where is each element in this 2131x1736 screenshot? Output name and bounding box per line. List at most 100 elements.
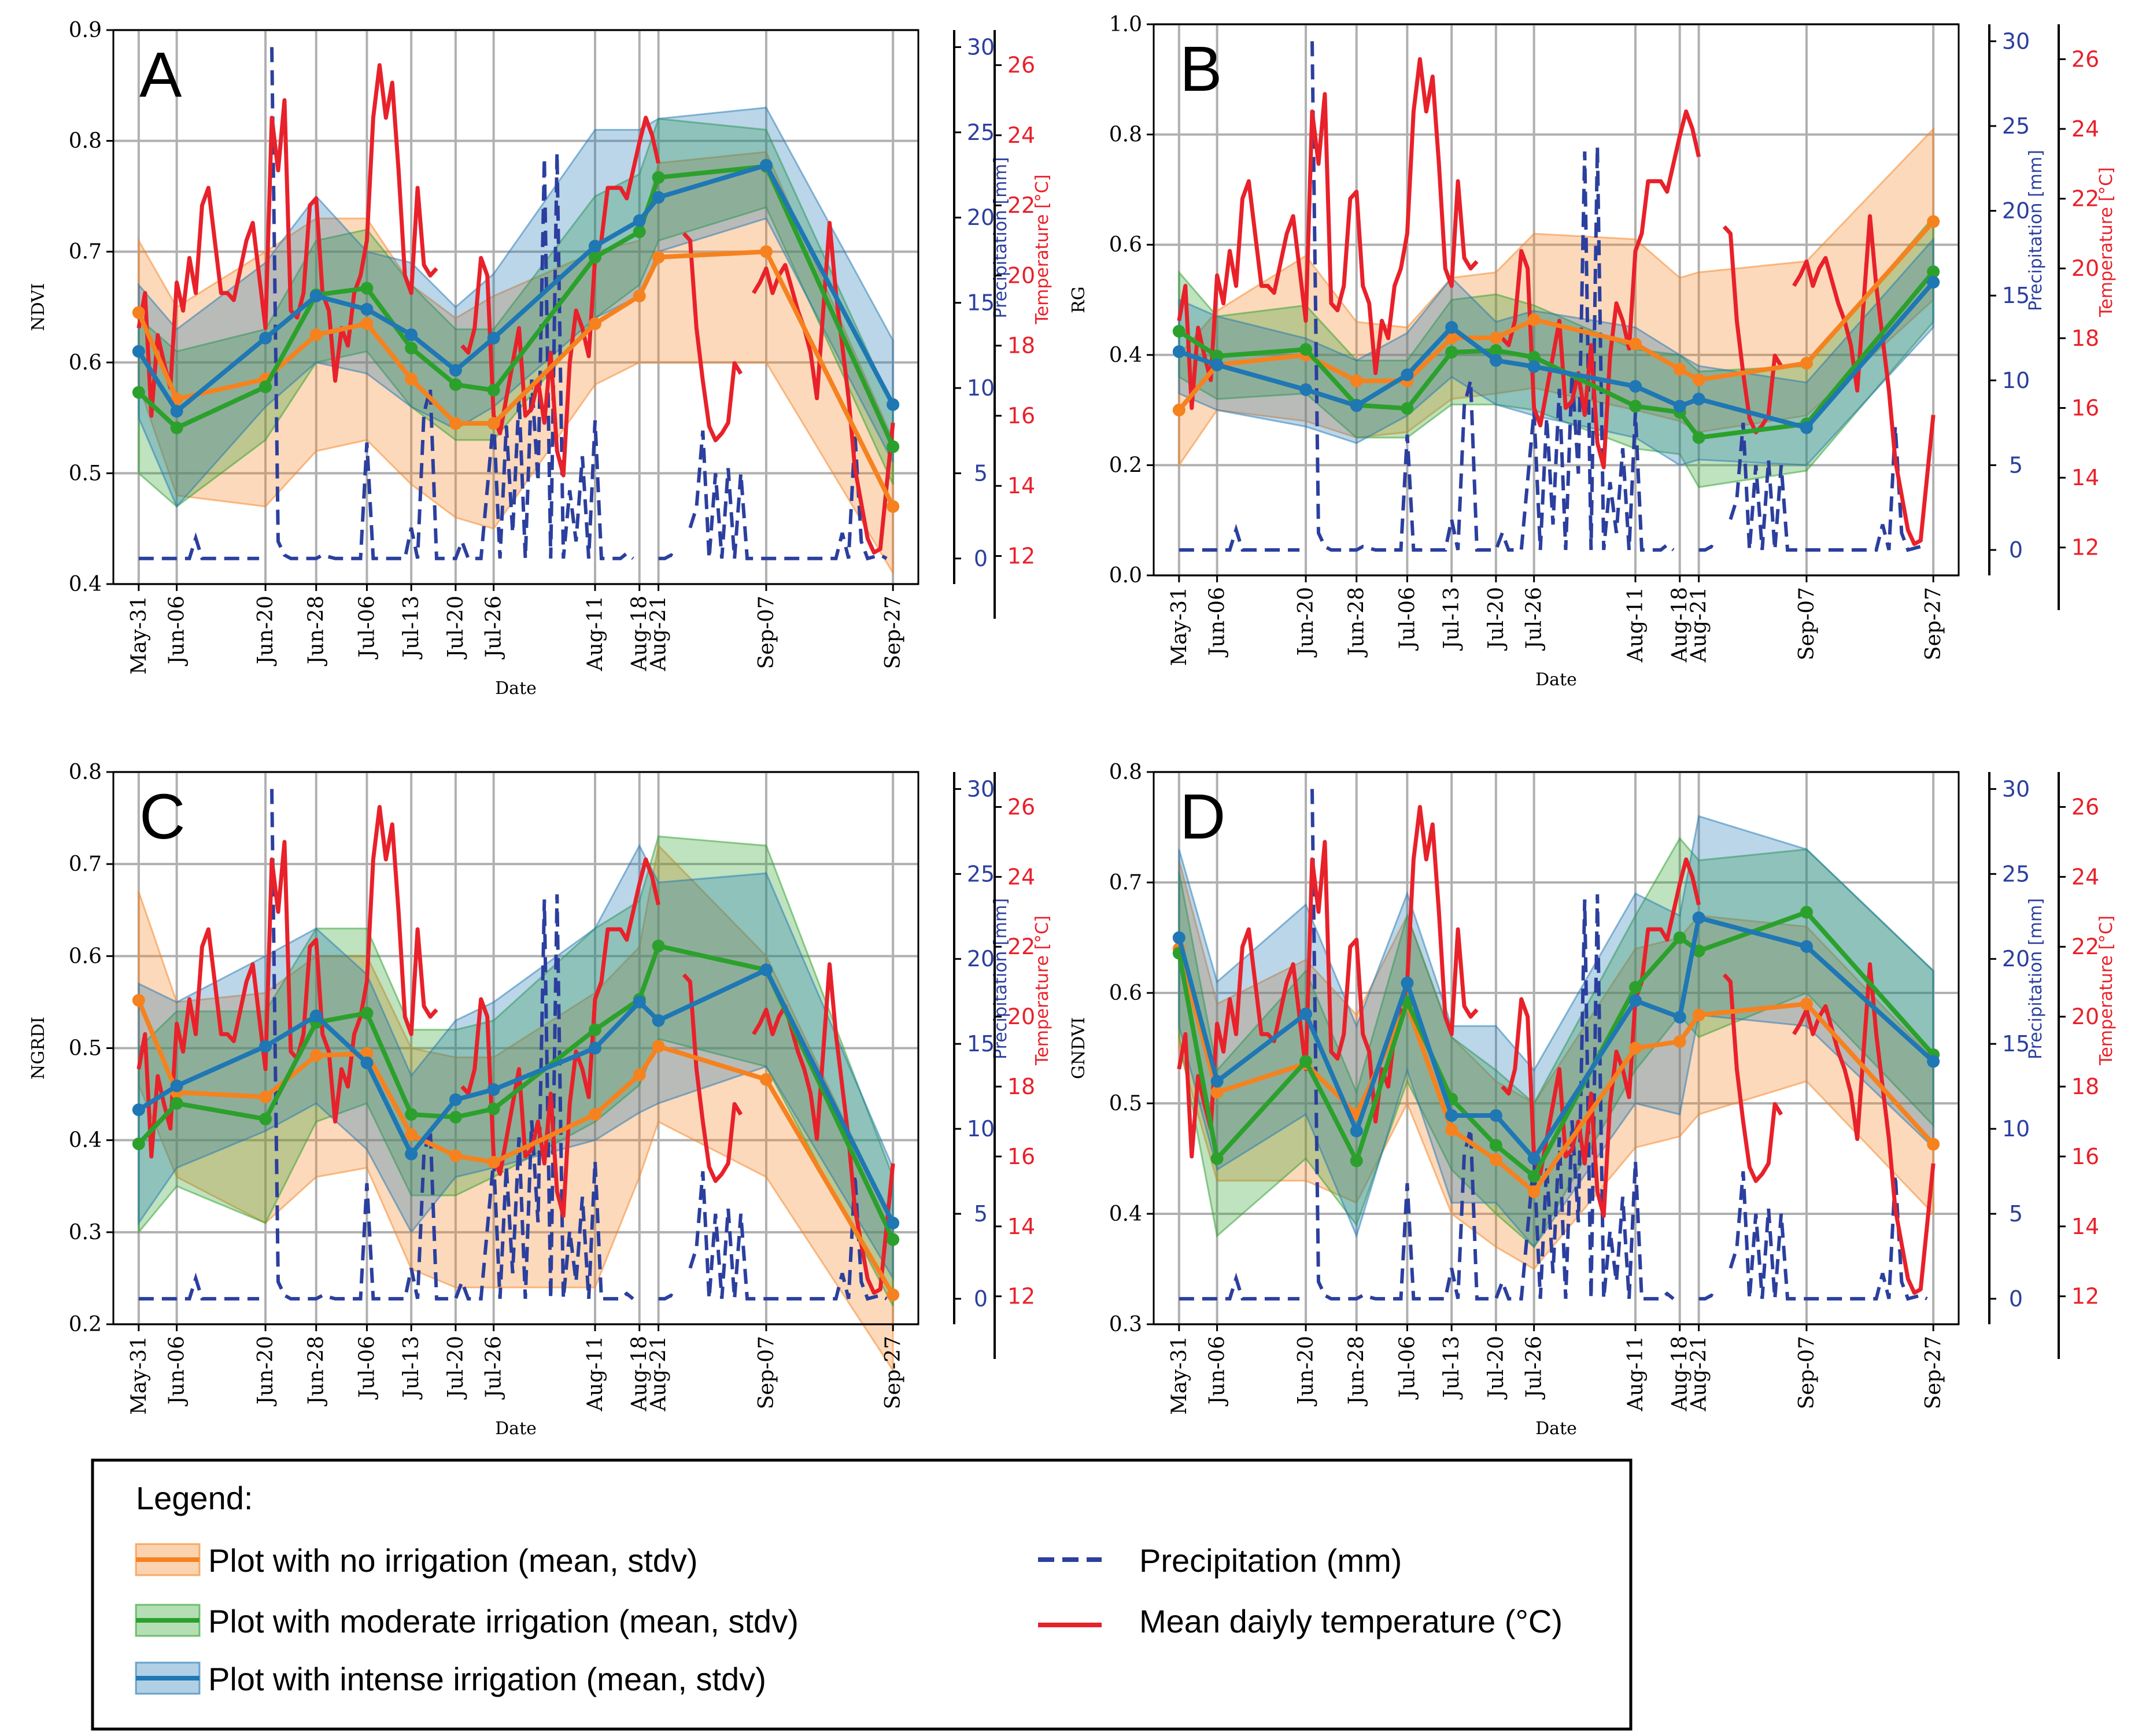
x-tick-label: Jul-26 xyxy=(1523,1336,1546,1400)
mean-point-moderate xyxy=(1692,431,1705,444)
stdv-band-none xyxy=(138,844,894,1373)
temp-tick-label: 24 xyxy=(2071,116,2099,142)
plot-frame xyxy=(112,29,919,585)
mean-point-none xyxy=(487,417,500,430)
mean-point-none xyxy=(1489,331,1502,345)
mean-point-intense xyxy=(1299,383,1313,396)
mean-point-none xyxy=(1692,373,1705,386)
mean-point-none xyxy=(1629,337,1642,350)
y-tick-label: 0.6 xyxy=(1109,981,1142,1005)
mean-point-intense xyxy=(132,1103,145,1117)
x-tick-label: Jul-20 xyxy=(1484,1336,1508,1400)
x-tick-label: Sep-07 xyxy=(755,1336,778,1409)
mean-point-moderate xyxy=(132,1137,145,1151)
mean-point-none xyxy=(887,500,900,513)
mean-point-moderate xyxy=(652,939,665,952)
y-tick-label: 0.8 xyxy=(1109,760,1142,784)
mean-point-moderate xyxy=(1210,1152,1224,1165)
x-tick-label: Aug-18 xyxy=(1668,587,1692,663)
mean-point-moderate xyxy=(1629,981,1642,994)
x-tick-label: Jun-06 xyxy=(1206,587,1229,658)
mean-point-none xyxy=(360,317,374,330)
precip-tick-label: 25 xyxy=(2002,113,2030,139)
mean-point-moderate xyxy=(449,378,462,391)
temp-tick-label: 18 xyxy=(2071,326,2099,351)
panel-letter: C xyxy=(139,781,185,852)
precipitation-line xyxy=(138,532,260,560)
temp-tick-label: 12 xyxy=(2071,1284,2099,1309)
temperature-line xyxy=(752,962,895,1295)
precip-tick-label: 25 xyxy=(967,861,995,887)
x-axis-label: Date xyxy=(1535,1419,1577,1439)
panel-A: 0.4 0.5 0.6 0.7 0.8 0.9 NDVI May-31 Jun-06 Jun-20… xyxy=(28,19,1052,699)
temp-tick-label: 26 xyxy=(1007,53,1035,78)
plot-frame xyxy=(1153,771,1960,1325)
mean-point-none xyxy=(1350,374,1363,387)
x-tick-label: Jul-20 xyxy=(444,596,468,660)
precipitation-line xyxy=(1698,544,1719,552)
x-tick-label: Aug-11 xyxy=(583,596,607,671)
mean-point-intense xyxy=(1210,1074,1224,1088)
panel-D: 0.3 0.4 0.5 0.6 0.7 0.8 GNDVI May-31 Jun-06 Jun-2… xyxy=(1069,760,2117,1439)
temperature-line xyxy=(1501,109,1701,470)
x-tick-label: Jul-13 xyxy=(1440,1336,1464,1400)
temp-tick-label: 22 xyxy=(1007,934,1035,959)
x-tick-label: Jun-28 xyxy=(305,1336,328,1407)
y-axis-label: GNDVI xyxy=(1069,1017,1089,1079)
temp-tick-label: 14 xyxy=(1007,1214,1035,1239)
mean-point-intense xyxy=(487,1083,500,1096)
x-tick-label: Jun-20 xyxy=(254,596,278,667)
panel-B: 0.0 0.2 0.4 0.6 0.8 1.0 RG May-31 Jun-06 Jun-20 Ju… xyxy=(1069,13,2117,690)
mean-point-none xyxy=(1527,1185,1541,1198)
precip-tick-label: 10 xyxy=(967,1116,995,1142)
mean-point-intense xyxy=(652,191,665,204)
y-tick-label: 0.7 xyxy=(69,852,102,876)
mean-point-moderate xyxy=(487,1102,500,1116)
y-tick-label: 1.0 xyxy=(1109,13,1142,36)
precip-tick-label: 15 xyxy=(967,290,995,316)
panel-letter: B xyxy=(1180,34,1222,105)
precip-tick-label: 25 xyxy=(2002,861,2030,887)
precip-tick-label: 20 xyxy=(2002,946,2030,972)
precipitation-line xyxy=(270,47,634,560)
mean-point-moderate xyxy=(589,1023,602,1036)
temperature-line xyxy=(136,63,438,418)
precip-tick-label: 5 xyxy=(2009,452,2023,478)
mean-point-intense xyxy=(1629,380,1642,393)
temperature-axis-label: Temperature [°C] xyxy=(2096,915,2117,1066)
mean-point-intense xyxy=(405,1147,418,1161)
mean-point-none xyxy=(1210,1085,1224,1099)
mean-point-moderate xyxy=(360,282,374,295)
mean-point-intense xyxy=(449,364,462,377)
precip-tick-label: 15 xyxy=(967,1031,995,1057)
mean-point-none xyxy=(1673,1035,1686,1048)
x-tick-label: Jul-20 xyxy=(444,1336,468,1400)
precip-tick-label: 0 xyxy=(2009,1286,2023,1312)
temp-tick-label: 22 xyxy=(1007,193,1035,218)
mean-point-intense xyxy=(652,1014,665,1027)
mean-point-moderate xyxy=(589,250,602,264)
temp-tick-label: 16 xyxy=(1007,1144,1035,1169)
y-tick-label: 0.6 xyxy=(1109,233,1142,257)
temperature-line xyxy=(1722,973,1783,1183)
temp-tick-label: 26 xyxy=(2071,46,2099,72)
y-tick-label: 0.9 xyxy=(69,19,102,42)
x-tick-label: Jun-28 xyxy=(1345,1336,1369,1407)
precipitation-line xyxy=(658,1293,678,1301)
precip-tick-label: 10 xyxy=(967,375,995,401)
mean-point-moderate xyxy=(1692,944,1705,958)
x-tick-label: Aug-18 xyxy=(628,1336,652,1412)
mean-point-none xyxy=(1692,1009,1705,1022)
mean-point-intense xyxy=(887,398,900,411)
panel-letter: A xyxy=(139,39,182,110)
mean-point-moderate xyxy=(1673,931,1686,944)
plot-frame xyxy=(1153,23,1960,577)
precipitation-line xyxy=(270,789,634,1301)
mean-point-moderate xyxy=(1445,346,1458,359)
x-tick-label: Jul-26 xyxy=(482,596,506,660)
x-tick-label: Jul-13 xyxy=(400,596,423,660)
x-tick-label: Jun-28 xyxy=(1345,587,1369,658)
y-tick-label: 0.5 xyxy=(69,461,102,485)
precip-tick-label: 30 xyxy=(967,776,995,801)
